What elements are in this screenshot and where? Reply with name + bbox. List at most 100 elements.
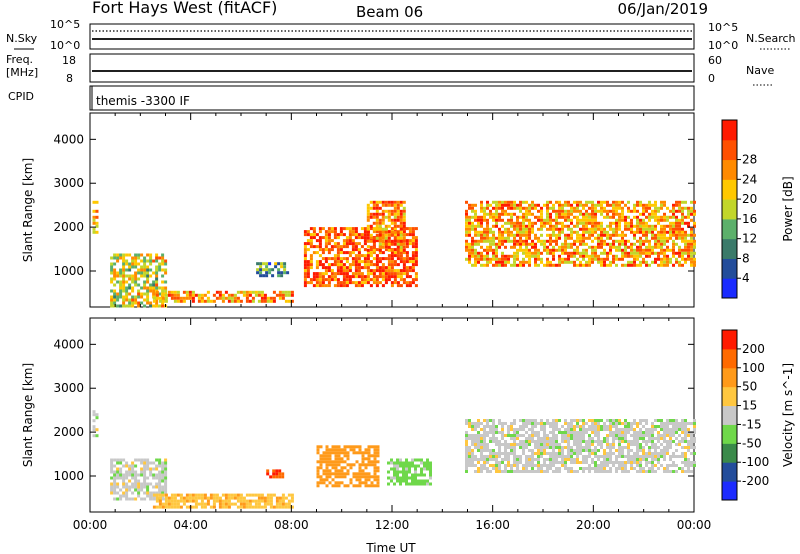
echo-cell: [684, 200, 687, 204]
echo-cell: [561, 437, 564, 440]
echo-cell: [360, 233, 364, 237]
echo-cell: [492, 215, 495, 219]
echo-cell: [618, 206, 621, 210]
echo-cell: [155, 491, 159, 495]
echo-cell: [483, 434, 486, 437]
echo-cell: [486, 458, 489, 461]
echo-cell: [552, 461, 555, 464]
echo-cell: [621, 248, 624, 252]
echo-cell: [621, 437, 624, 440]
echo-cell: [287, 299, 291, 303]
echo-cell: [525, 443, 528, 446]
echo-cell: [167, 496, 171, 500]
echo-cell: [360, 260, 364, 264]
echo-cell: [200, 499, 204, 503]
echo-cell: [474, 203, 477, 207]
echo-cell: [567, 227, 570, 231]
echo-cell: [483, 257, 486, 261]
echo-cell: [636, 455, 639, 458]
echo-cell: [519, 224, 522, 228]
echo-cell: [465, 221, 468, 225]
echo-cell: [161, 296, 165, 300]
echo-cell: [474, 428, 477, 431]
echo-cell: [164, 482, 168, 486]
echo-cell: [606, 203, 609, 207]
echo-cell: [645, 215, 648, 219]
echo-cell: [687, 434, 690, 437]
echo-cell: [330, 230, 334, 234]
echo-cell: [603, 230, 606, 234]
echo-cell: [355, 472, 359, 476]
echo-cell: [405, 461, 408, 465]
echo-cell: [498, 467, 501, 470]
echo-cell: [143, 283, 147, 287]
echo-cell: [609, 224, 612, 228]
echo-cell: [343, 460, 347, 464]
echo-cell: [543, 464, 546, 467]
echo-cell: [366, 254, 370, 258]
echo-cell: [381, 269, 385, 273]
echo-cell: [284, 299, 288, 303]
echo-cell: [594, 206, 597, 210]
echo-cell: [287, 505, 291, 509]
echo-cell: [381, 251, 385, 255]
echo-cell: [627, 446, 630, 449]
echo-cell: [318, 281, 322, 285]
echo-cell: [277, 274, 281, 278]
echo-cell: [489, 452, 492, 455]
echo-cell: [600, 446, 603, 449]
echo-cell: [564, 242, 567, 246]
echo-cell: [654, 215, 657, 219]
echo-cell: [408, 242, 412, 246]
echo-cell: [567, 200, 570, 204]
echo-cell: [158, 464, 162, 468]
echo-cell: [354, 266, 358, 270]
echo-cell: [678, 224, 681, 228]
echo-cell: [507, 446, 510, 449]
echo-cell: [122, 277, 126, 281]
echo-cell: [363, 248, 367, 252]
echo-cell: [522, 470, 525, 473]
echo-cell: [537, 458, 540, 461]
echo-cell: [369, 269, 373, 273]
echo-cell: [576, 425, 579, 428]
echo-cell: [402, 248, 406, 252]
echo-cell: [576, 257, 579, 261]
echo-cell: [339, 245, 343, 249]
echo-cell: [143, 491, 147, 495]
echo-cell: [345, 281, 349, 285]
echo-cell: [507, 470, 510, 473]
echo-cell: [408, 470, 411, 474]
echo-cell: [399, 245, 403, 249]
echo-cell: [624, 221, 627, 225]
echo-cell: [119, 470, 123, 474]
echo-cell: [420, 470, 423, 474]
echo-cell: [423, 473, 426, 477]
echo-cell: [396, 464, 399, 468]
echo-cell: [140, 497, 144, 501]
echo-cell: [152, 299, 156, 303]
echo-cell: [561, 242, 564, 246]
echo-cell: [194, 505, 198, 509]
echo-cell: [663, 233, 666, 237]
echo-cell: [582, 446, 585, 449]
echo-cell: [669, 455, 672, 458]
echo-cell: [131, 482, 135, 486]
echo-cell: [131, 274, 135, 278]
echo-cell: [531, 440, 534, 443]
echo-cell: [303, 242, 307, 246]
echo-cell: [167, 502, 171, 506]
echo-cell: [471, 221, 474, 225]
echo-cell: [236, 493, 240, 497]
echo-cell: [333, 284, 337, 288]
echo-cell: [540, 218, 543, 222]
echo-cell: [552, 458, 555, 461]
echo-cell: [693, 464, 696, 467]
echo-cell: [492, 422, 495, 425]
echo-cell: [324, 236, 328, 240]
echo-cell: [612, 431, 615, 434]
echo-cell: [537, 437, 540, 440]
echo-cell: [348, 236, 352, 240]
echo-cell: [164, 286, 168, 290]
echo-cell: [687, 449, 690, 452]
